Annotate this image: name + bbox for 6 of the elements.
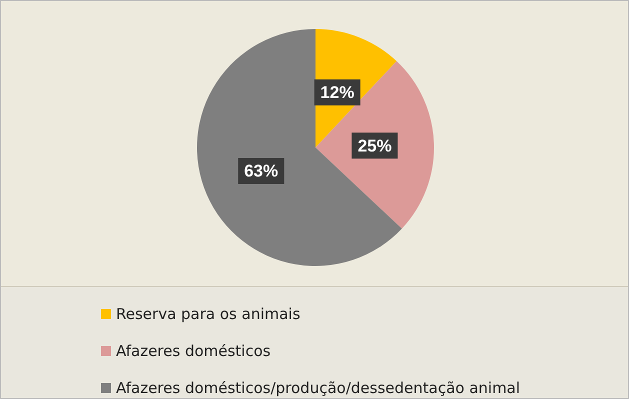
legend-label: Afazeres domésticos/produção/dessedentação animal <box>116 378 520 396</box>
data-label: 63% <box>244 162 278 181</box>
data-label: 25% <box>358 136 392 156</box>
data-label: 12% <box>320 83 354 102</box>
legend-label: Afazeres domésticos <box>116 342 271 360</box>
legend-label: Reserva para os animais <box>116 304 300 322</box>
